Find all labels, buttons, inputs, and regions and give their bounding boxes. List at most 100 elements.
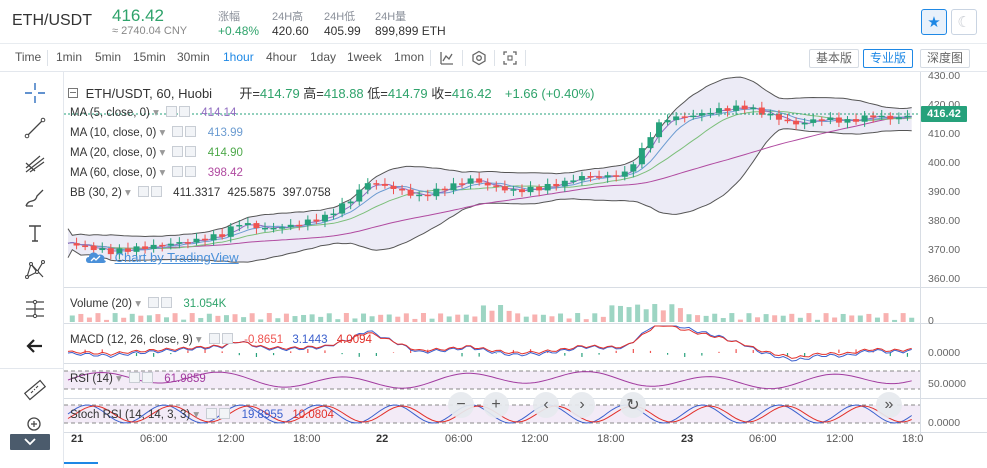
chart-canvas[interactable] (64, 72, 920, 434)
favorite-button[interactable]: ★ (921, 9, 947, 35)
volume-bar (275, 318, 281, 322)
view-basic-button[interactable]: 基本版 (809, 49, 860, 68)
bb-legend[interactable]: BB (30, 2) ▾ 411.3317 425.5875 397.0758 (70, 186, 331, 199)
macd-signal-value: 4.0094 (336, 334, 372, 346)
candle-body (690, 115, 697, 118)
trendline-tool[interactable] (20, 113, 50, 143)
zoom-in-button[interactable]: + (483, 392, 509, 418)
volume-bar (583, 319, 589, 322)
change-label: 涨幅 (218, 11, 240, 23)
scroll-right-button[interactable]: › (569, 392, 595, 418)
pane-divider[interactable] (64, 323, 987, 324)
volume-bar (121, 317, 127, 322)
time-label: 06:00 (749, 433, 777, 445)
indicator-controls[interactable] (129, 372, 157, 383)
indicator-controls[interactable] (166, 106, 194, 117)
candle-body (647, 137, 654, 149)
interval-15min[interactable]: 15min (133, 50, 166, 64)
macd-legend[interactable]: MACD (12, 26, close, 9) ▾ -0.8651 3.1443… (70, 333, 372, 346)
indicator-controls[interactable] (172, 146, 200, 157)
price-tick: 400.00 (928, 157, 961, 169)
ma60-legend[interactable]: MA (60, close, 0) ▾ 398.42 (70, 166, 243, 179)
interval-1min[interactable]: 1min (56, 50, 83, 64)
scroll-left-button[interactable]: ‹ (533, 392, 559, 418)
ma5-legend[interactable]: MA (5, close, 0) ▾ 414.14 (70, 106, 237, 119)
collapse-legend-icon[interactable] (68, 88, 78, 98)
candle-body (347, 201, 354, 204)
price-tick: 390.00 (928, 186, 961, 198)
pane-divider[interactable] (64, 363, 987, 364)
pair-name[interactable]: ETH/USDT (12, 12, 92, 29)
volume-bar (549, 316, 555, 322)
indicator-controls[interactable] (172, 166, 200, 177)
volume-bar (420, 313, 426, 322)
candle-body (381, 183, 388, 186)
ma10-legend[interactable]: MA (10, close, 0) ▾ 413.99 (70, 126, 243, 139)
tradingview-watermark[interactable]: Chart by TradingView (84, 249, 239, 265)
indicator-controls[interactable] (172, 126, 200, 137)
chevron-down-icon (24, 438, 36, 446)
indicator-controls[interactable] (148, 297, 176, 308)
candle-body (287, 224, 294, 228)
interval-1week[interactable]: 1week (347, 50, 382, 64)
chart-type-icon (440, 52, 453, 65)
interval-1day[interactable]: 1day (310, 50, 337, 64)
rsi-value: 61.9859 (164, 373, 206, 385)
measure-tool[interactable] (20, 294, 50, 324)
crosshair-tool[interactable] (20, 78, 50, 108)
candle-body (793, 120, 800, 125)
indicators-button[interactable] (469, 48, 489, 68)
volume-bar (480, 305, 486, 322)
candle-body (424, 194, 431, 197)
interval-4hour[interactable]: 4hour (266, 50, 297, 64)
pattern-tool[interactable] (20, 255, 50, 285)
interval-time[interactable]: Time (15, 50, 42, 64)
text-tool[interactable] (20, 218, 50, 248)
high-value: 420.60 (272, 24, 309, 38)
candle-body (835, 117, 842, 123)
time-label: 12:00 (826, 433, 854, 445)
scroll-to-realtime-button[interactable]: » (876, 392, 902, 418)
volume-legend[interactable]: Volume (20) ▾ 31.054K (70, 297, 227, 310)
ruler-tool[interactable] (20, 375, 50, 405)
interval-30min[interactable]: 30min (177, 50, 210, 64)
indicator-controls[interactable] (206, 408, 234, 419)
measure-icon (26, 299, 44, 319)
ma20-legend[interactable]: MA (20, close, 0) ▾ 414.90 (70, 146, 243, 159)
ticker-header: ETH/USDT 416.42 ≈ 2740.04 CNY 涨幅 +0.48% … (0, 0, 987, 44)
indicator-controls[interactable] (137, 186, 166, 197)
pitchfork-tool[interactable] (20, 148, 50, 178)
interval-1mon[interactable]: 1mon (394, 50, 425, 64)
candle-body (878, 115, 885, 118)
fullscreen-button[interactable] (500, 48, 520, 68)
text-icon (29, 225, 41, 242)
zoom-tool[interactable] (20, 414, 50, 436)
interval-1hour[interactable]: 1hour (223, 50, 254, 64)
pane-divider[interactable] (64, 287, 987, 288)
stoch-legend[interactable]: Stoch RSI (14, 14, 3, 3) ▾ 19.8955 10.08… (70, 408, 334, 421)
reset-chart-button[interactable]: ↻ (620, 392, 646, 418)
pane-divider[interactable] (64, 398, 987, 399)
volume-bar (146, 315, 152, 322)
brush-icon (25, 189, 44, 207)
time-label: 23 (681, 433, 694, 445)
chevron-right-icon: › (579, 396, 585, 413)
brush-tool[interactable] (20, 183, 50, 213)
time-label: 18:0 (902, 433, 924, 445)
view-depth-button[interactable]: 深度图 (920, 49, 971, 68)
chart-type-button[interactable] (437, 48, 457, 68)
view-pro-button[interactable]: 专业版 (863, 49, 914, 68)
candle-body (887, 115, 894, 120)
candle-body (321, 214, 328, 222)
hide-toolbar-button[interactable] (20, 331, 50, 361)
indicator-controls[interactable] (208, 333, 237, 344)
zoom-out-button[interactable]: − (448, 392, 474, 418)
time-label: 21 (71, 433, 84, 445)
volume-bar (900, 313, 906, 322)
more-tools-button[interactable] (10, 434, 50, 450)
interval-5min[interactable]: 5min (95, 50, 122, 64)
candle-body (895, 117, 902, 120)
time-scroll-indicator[interactable] (64, 462, 98, 464)
rsi-legend[interactable]: RSI (14) ▾ 61.9859 (70, 372, 206, 385)
theme-toggle-button[interactable]: ☾ (951, 9, 977, 35)
